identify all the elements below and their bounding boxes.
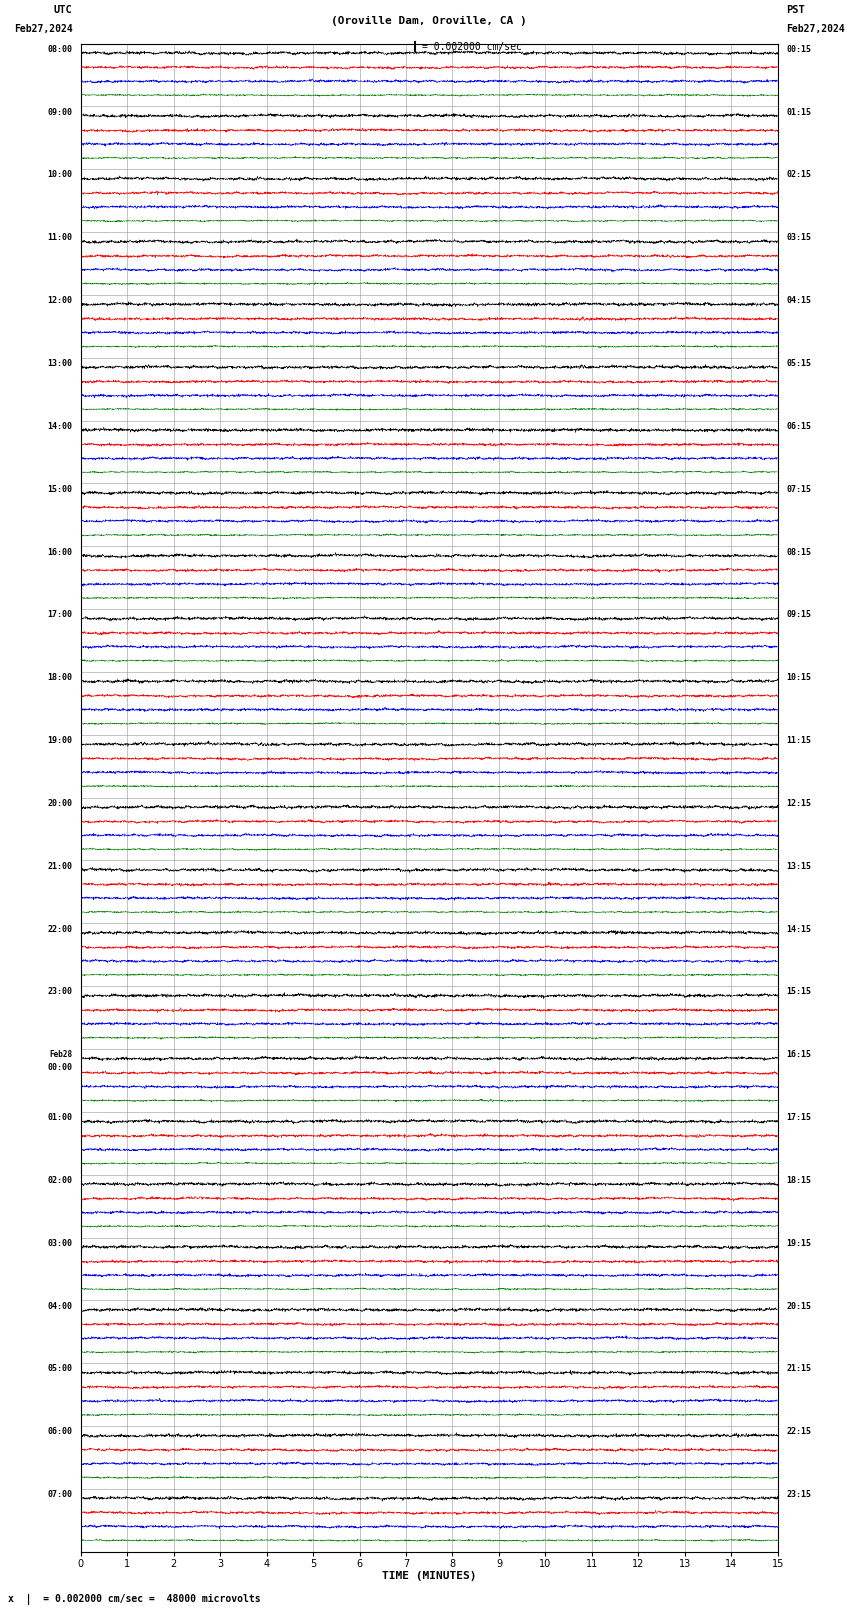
Text: = 0.002000 cm/sec: = 0.002000 cm/sec <box>422 42 522 52</box>
Text: 16:00: 16:00 <box>48 547 72 556</box>
Text: 05:15: 05:15 <box>786 360 811 368</box>
Text: 04:00: 04:00 <box>48 1302 72 1311</box>
Text: 19:00: 19:00 <box>48 736 72 745</box>
Text: (Oroville Dam, Oroville, CA ): (Oroville Dam, Oroville, CA ) <box>332 16 527 26</box>
Text: 00:00: 00:00 <box>48 1063 72 1071</box>
Text: 13:00: 13:00 <box>48 360 72 368</box>
Text: 19:15: 19:15 <box>786 1239 811 1248</box>
Text: 17:15: 17:15 <box>786 1113 811 1123</box>
Text: 09:15: 09:15 <box>786 610 811 619</box>
Text: 18:00: 18:00 <box>48 673 72 682</box>
Text: 06:15: 06:15 <box>786 423 811 431</box>
Text: 02:00: 02:00 <box>48 1176 72 1186</box>
Text: Feb27,2024: Feb27,2024 <box>14 24 72 34</box>
Text: PST: PST <box>786 5 805 15</box>
Text: 10:00: 10:00 <box>48 171 72 179</box>
Text: 01:00: 01:00 <box>48 1113 72 1123</box>
Text: 21:15: 21:15 <box>786 1365 811 1373</box>
Text: 04:15: 04:15 <box>786 297 811 305</box>
Text: 05:00: 05:00 <box>48 1365 72 1373</box>
Text: Feb28: Feb28 <box>49 1050 72 1060</box>
Text: ORV BHZ BK 00: ORV BHZ BK 00 <box>381 0 478 3</box>
Text: 17:00: 17:00 <box>48 610 72 619</box>
Text: 10:15: 10:15 <box>786 673 811 682</box>
Text: 06:00: 06:00 <box>48 1428 72 1436</box>
Text: 23:15: 23:15 <box>786 1490 811 1498</box>
Text: 11:00: 11:00 <box>48 234 72 242</box>
Text: 22:15: 22:15 <box>786 1428 811 1436</box>
Text: 22:00: 22:00 <box>48 924 72 934</box>
Text: UTC: UTC <box>54 5 72 15</box>
Text: 20:00: 20:00 <box>48 798 72 808</box>
Text: 12:15: 12:15 <box>786 798 811 808</box>
Text: 13:15: 13:15 <box>786 861 811 871</box>
Text: 23:00: 23:00 <box>48 987 72 997</box>
Text: 16:15: 16:15 <box>786 1050 811 1060</box>
Text: 15:00: 15:00 <box>48 484 72 494</box>
Text: 09:00: 09:00 <box>48 108 72 116</box>
Text: 03:00: 03:00 <box>48 1239 72 1248</box>
Text: 20:15: 20:15 <box>786 1302 811 1311</box>
Text: 08:00: 08:00 <box>48 45 72 53</box>
Text: 02:15: 02:15 <box>786 171 811 179</box>
Text: 11:15: 11:15 <box>786 736 811 745</box>
Text: 08:15: 08:15 <box>786 547 811 556</box>
Text: 21:00: 21:00 <box>48 861 72 871</box>
Text: 14:00: 14:00 <box>48 423 72 431</box>
Text: 01:15: 01:15 <box>786 108 811 116</box>
X-axis label: TIME (MINUTES): TIME (MINUTES) <box>382 1571 477 1581</box>
Text: 18:15: 18:15 <box>786 1176 811 1186</box>
Text: 15:15: 15:15 <box>786 987 811 997</box>
Text: 00:15: 00:15 <box>786 45 811 53</box>
Text: 07:00: 07:00 <box>48 1490 72 1498</box>
Text: 12:00: 12:00 <box>48 297 72 305</box>
Text: 03:15: 03:15 <box>786 234 811 242</box>
Text: 07:15: 07:15 <box>786 484 811 494</box>
Text: 14:15: 14:15 <box>786 924 811 934</box>
Text: x  |  = 0.002000 cm/sec =  48000 microvolts: x | = 0.002000 cm/sec = 48000 microvolts <box>8 1594 261 1605</box>
Text: Feb27,2024: Feb27,2024 <box>786 24 845 34</box>
